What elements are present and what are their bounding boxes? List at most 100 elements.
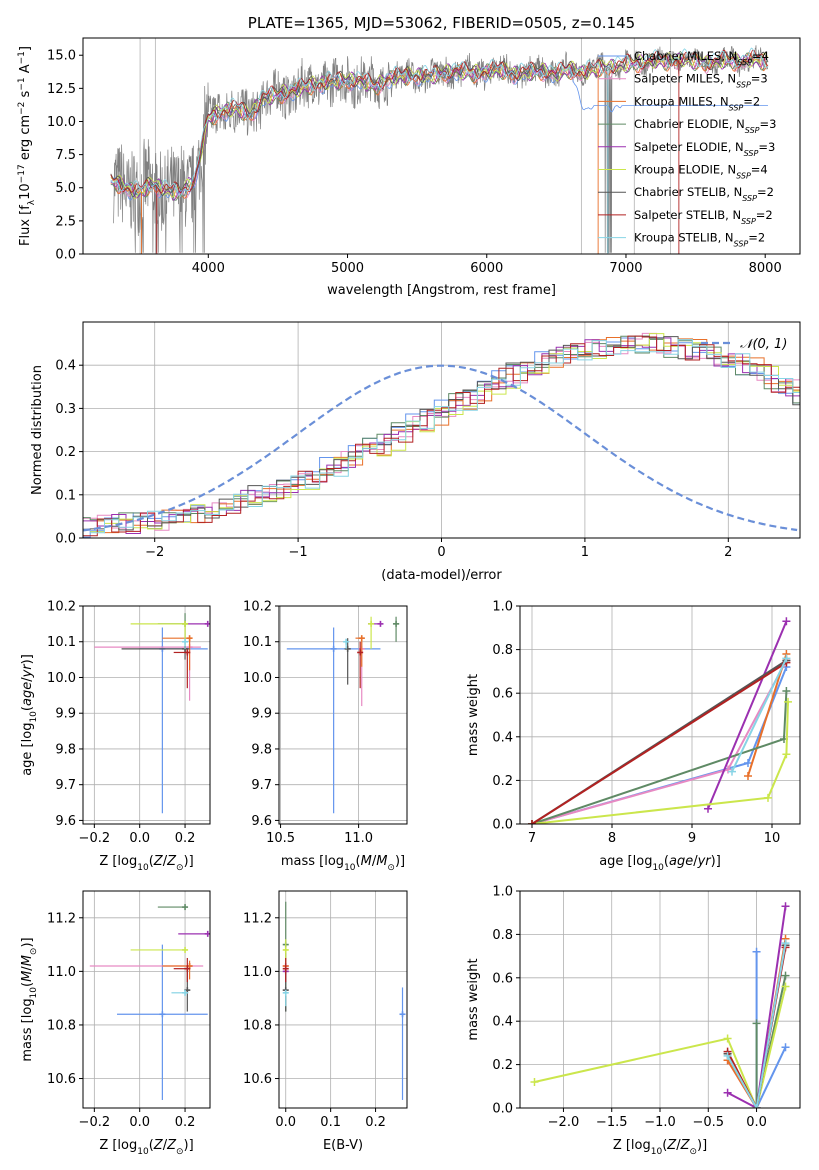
- weight-marker: [530, 1077, 539, 1086]
- x-tick-label: 8: [608, 831, 616, 846]
- x-tick-label: 8000: [749, 261, 782, 276]
- x-tick-label: 0.0: [129, 1115, 150, 1130]
- axes-mass_vs_Z: −0.2 0.0 0.2 10.6 10.8 11.0 11.2 Z [log10(Z/Z⊙)…: [20, 890, 211, 1157]
- errorbar-point: [185, 620, 210, 627]
- errorbar-point: [182, 638, 189, 649]
- weight-line: [707, 620, 788, 810]
- y-tick-label: 10.2: [243, 600, 272, 615]
- y-tick-label: 9.7: [251, 778, 272, 793]
- x-tick-label: 0.0: [275, 1115, 296, 1130]
- weight-marker: [781, 1043, 790, 1052]
- y-tick-label: 10.0: [47, 115, 76, 130]
- x-tick-label: −2: [145, 545, 164, 560]
- legend-label: Salpeter MILES, NSSP=3: [634, 72, 768, 90]
- legend-label: 𝒩(0, 1): [740, 337, 787, 352]
- x-axis-label: Z [log10(Z/Z⊙)]: [99, 1138, 193, 1157]
- weight-marker: [744, 772, 752, 781]
- x-tick-label: 2: [724, 545, 732, 560]
- y-tick-label: 10.8: [243, 1018, 272, 1033]
- y-tick-label: 10.6: [243, 1072, 272, 1087]
- y-tick-label: 10.1: [243, 635, 272, 650]
- x-tick-label: 9: [688, 831, 696, 846]
- errorbar-point: [139, 627, 208, 814]
- errorbar-point: [399, 987, 406, 1100]
- y-tick-label: 10.8: [47, 1018, 76, 1033]
- x-axis-label: mass [log10(M/M⊙)]: [281, 854, 405, 873]
- axes-frame: [82, 890, 211, 1109]
- y-tick-label: 9.6: [55, 814, 76, 829]
- histogram-step-1: [83, 332, 800, 531]
- histogram-step-7: [83, 335, 800, 537]
- plot-area: [83, 332, 800, 538]
- x-tick-label: 1: [581, 545, 589, 560]
- weight-line: [531, 661, 787, 824]
- weight-line: [531, 701, 789, 824]
- weight-line: [755, 975, 787, 1108]
- weight-marker: [723, 1088, 732, 1097]
- legend-label: Chabrier ELODIE, NSSP=3: [634, 117, 776, 135]
- y-tick-label: 0.0: [55, 248, 76, 263]
- x-tick-label: 10.5: [266, 831, 295, 846]
- axes-frame: [82, 605, 211, 825]
- plot-area: [530, 902, 790, 1108]
- x-axis-label: wavelength [Angstrom, rest frame]: [327, 283, 556, 298]
- x-tick-label: 0.2: [175, 831, 196, 846]
- errorbar-point: [130, 946, 189, 953]
- axes-residual_histogram: −2 −1 0 1 2 0.0 0.1 0.2 0.3 0.4 (data-model)/error…: [30, 321, 801, 583]
- plot-area: [110, 38, 769, 254]
- y-tick-label: 0.0: [492, 818, 513, 833]
- plot-area: [282, 901, 406, 1100]
- axes-frame: [82, 37, 801, 255]
- weight-marker: [782, 750, 791, 759]
- legend-label: Salpeter STELIB, NSSP=2: [634, 208, 773, 226]
- y-tick-label: 0.2: [55, 445, 76, 460]
- weight-marker: [781, 939, 790, 948]
- y-tick-label: 9.8: [251, 742, 272, 757]
- y-tick-label: 10.2: [47, 600, 76, 615]
- errorbar-point: [130, 620, 189, 649]
- y-axis-label: mass weight: [466, 674, 481, 756]
- weight-marker: [752, 1019, 761, 1028]
- x-axis-label: (data-model)/error: [381, 568, 502, 583]
- legend-label: Salpeter ELODIE, NSSP=3: [634, 140, 775, 158]
- y-tick-label: 11.0: [47, 965, 76, 980]
- y-tick-label: 11.2: [243, 911, 272, 926]
- axes-frame: [519, 605, 801, 825]
- plot-area: [286, 616, 400, 814]
- weight-marker: [784, 697, 792, 706]
- x-tick-label: 10: [764, 831, 781, 846]
- plot-area: [94, 613, 210, 814]
- weight-marker: [782, 654, 791, 663]
- x-tick-label: 0.0: [129, 831, 150, 846]
- y-tick-label: 0.4: [55, 359, 76, 374]
- weight-marker: [528, 820, 536, 824]
- weight-marker: [723, 1051, 732, 1060]
- y-tick-label: 0.0: [55, 532, 76, 547]
- y-tick-label: 12.5: [47, 82, 76, 97]
- model-spectrum-4: [110, 52, 769, 201]
- y-tick-label: 10.1: [47, 635, 76, 650]
- weight-line: [731, 657, 788, 773]
- y-tick-label: 11.2: [47, 911, 76, 926]
- y-tick-label: 2.5: [55, 214, 76, 229]
- weight-marker: [764, 793, 772, 802]
- y-tick-label: 10.6: [47, 1072, 76, 1087]
- weight-line: [726, 942, 787, 1108]
- x-tick-label: −2.0: [548, 1115, 580, 1130]
- y-tick-label: 1.0: [492, 600, 513, 615]
- y-tick-label: 9.9: [55, 707, 76, 722]
- y-axis-label: age [log10(age/yr)]: [20, 654, 39, 776]
- weight-marker: [782, 687, 791, 696]
- y-tick-label: 0.4: [492, 730, 513, 745]
- plot-area: [528, 617, 792, 824]
- axes-frame: [278, 890, 408, 1109]
- x-tick-label: 0.2: [175, 1115, 196, 1130]
- y-tick-label: 0.8: [492, 928, 513, 943]
- x-tick-label: 0: [437, 545, 445, 560]
- x-tick-label: −0.2: [79, 831, 111, 846]
- errorbar-point: [282, 957, 289, 983]
- x-tick-label: 5000: [331, 261, 364, 276]
- y-tick-label: 0.8: [492, 643, 513, 658]
- x-tick-label: 0.1: [320, 1115, 341, 1130]
- histogram-step-8: [90, 339, 800, 534]
